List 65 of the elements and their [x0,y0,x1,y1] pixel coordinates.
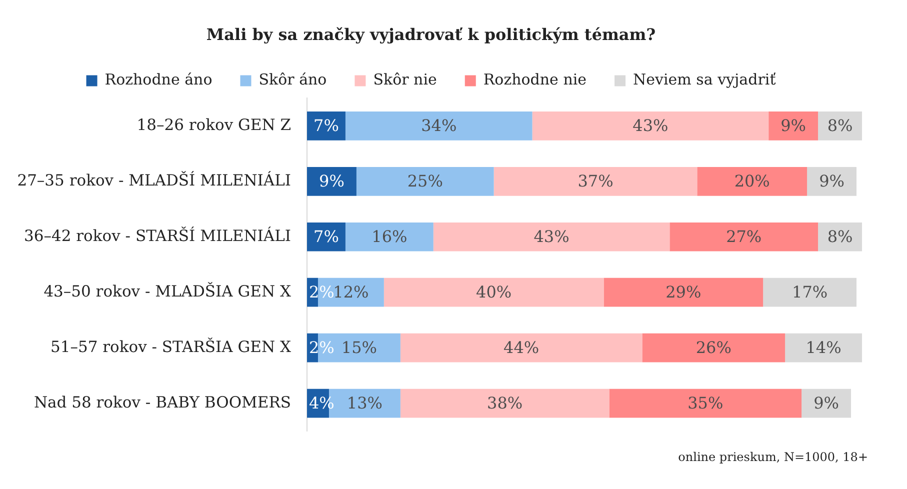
bar [768,112,818,140]
legend-label: Skôr áno [258,70,327,89]
data-label: 40% [476,282,512,302]
bar [532,112,769,140]
data-label: 17% [792,282,828,302]
legend-label: Rozhodne áno [104,70,212,89]
data-label: 43% [632,116,668,136]
bar [763,278,857,307]
data-label: 9% [819,172,844,191]
bar [400,388,610,418]
data-label: 20% [734,172,770,191]
bar [400,333,642,362]
bar [785,333,862,362]
legend-label: Rozhodne nie [483,70,587,89]
bar [802,388,852,418]
bar [356,166,494,196]
data-label: 29% [666,282,702,302]
y-tick-label: 43–50 rokov - MLADŠIA GEN X [44,281,291,300]
bar [697,166,808,196]
bar [642,333,786,362]
legend-label: Neviem sa vyjadriť [633,70,776,89]
data-label: 27% [726,227,762,246]
y-tick-label: 36–42 rokov - STARŠÍ MILENIÁLI [24,226,291,245]
data-label: 9% [319,172,344,191]
bar [384,278,604,307]
data-label: 14% [806,338,842,357]
bar [604,278,764,307]
y-tick-label: Nad 58 rokov - BABY BOOMERS [34,393,291,412]
bar [818,112,862,140]
bar [670,222,818,252]
data-label: 9% [780,116,806,136]
bar [307,222,346,252]
data-label: 12% [333,282,369,302]
bar [345,112,532,140]
data-label: 26% [696,338,732,357]
data-label: 34% [421,116,457,136]
chart-title: Mali by sa značky vyjadrovať k politickým témam? [206,24,656,44]
data-label: 8% [827,227,853,246]
y-tick-label: 51–57 rokov - STARŠIA GEN X [50,336,291,356]
bar [307,112,346,140]
data-label: 4% [308,393,334,412]
bar [345,222,434,252]
bar [609,388,802,418]
data-label: 8% [827,116,853,136]
data-label: 9% [814,393,839,412]
data-label: 7% [314,227,339,246]
data-label: 37% [578,172,614,191]
data-label: 7% [314,116,339,136]
data-label: 35% [688,393,724,412]
text: online prieskum, N=1000, 18+ [678,450,868,464]
data-label: 16% [372,227,408,246]
y-tick-label: 18–26 rokov GEN Z [136,116,292,134]
bar [433,222,670,252]
data-label: 25% [407,172,443,191]
bar [807,166,857,196]
data-label: 43% [534,227,570,246]
data-label: 44% [504,338,540,357]
bar [494,166,698,196]
data-label: 38% [487,393,523,412]
bar [818,222,862,252]
data-label: 13% [346,393,382,412]
y-tick-label: 27–35 rokov - MLADŠÍ MILENIÁLI [17,170,291,190]
data-label: 15% [341,338,377,357]
legend-label: Skôr nie [373,70,437,89]
bar [307,166,356,196]
